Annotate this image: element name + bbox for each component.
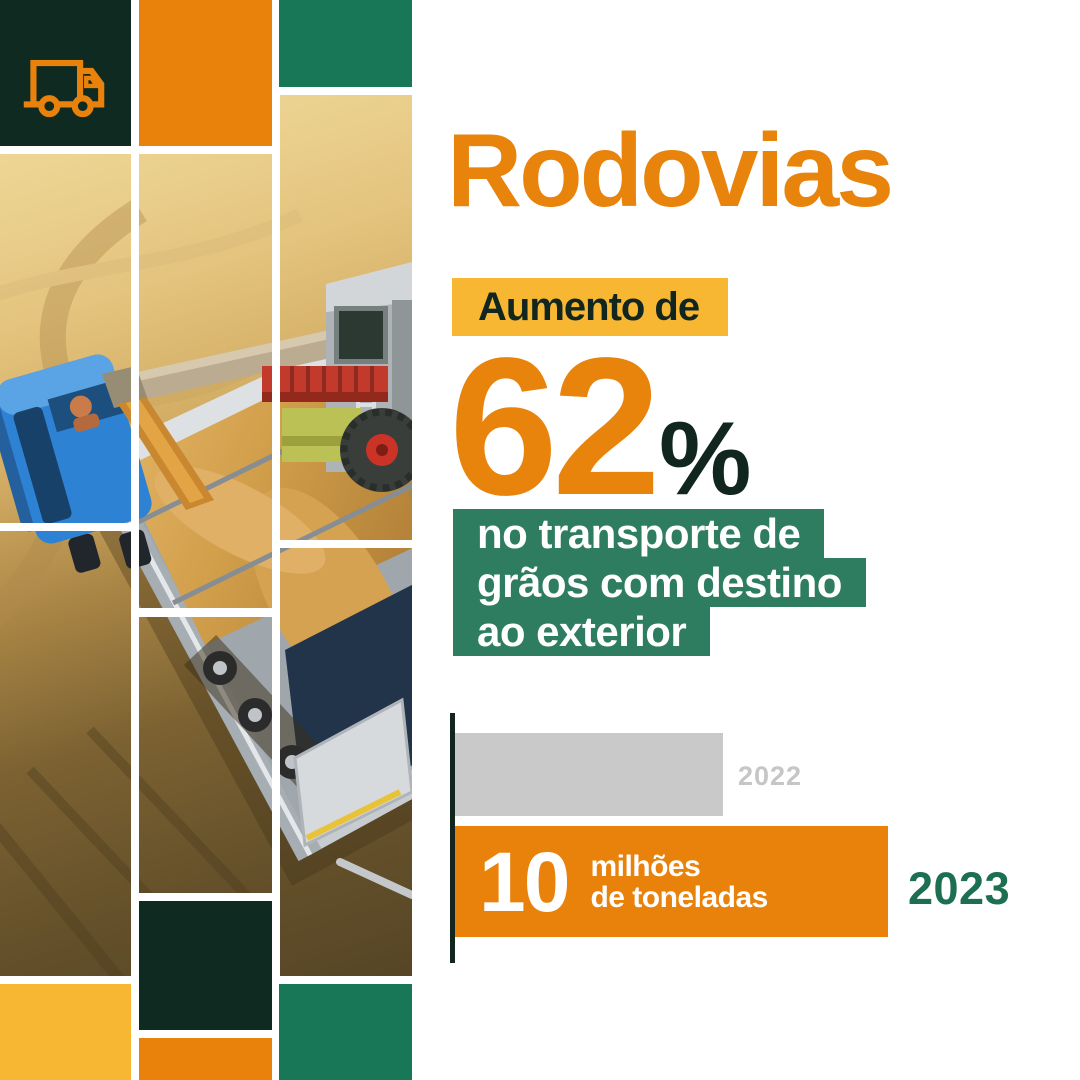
- bar-value-unit-line2: de toneladas: [590, 880, 768, 914]
- truck-icon-tile: [0, 0, 131, 146]
- color-tile: [279, 984, 412, 1080]
- gutter: [279, 87, 412, 95]
- color-tile: [139, 901, 272, 1030]
- stat-62-percent: 62 %: [449, 329, 752, 525]
- gutter: [279, 540, 412, 548]
- aerial-field-photo: [0, 0, 412, 1080]
- combine-harvester: [262, 262, 412, 492]
- description-line: grãos com destino: [453, 558, 866, 607]
- bar-value-number: 10: [479, 834, 570, 929]
- color-tile: [0, 984, 131, 1080]
- bar-label-2023: 2023: [908, 863, 1011, 914]
- gutter: [139, 608, 272, 617]
- grain-stream: [118, 397, 214, 510]
- description-line: no transporte de: [453, 509, 825, 558]
- gutter: [139, 893, 272, 901]
- stat-unit: %: [659, 401, 752, 517]
- description-line: ao exterior: [453, 607, 711, 656]
- gutter: [0, 976, 131, 984]
- photo-mosaic: [0, 0, 412, 1080]
- bar-value-unit: milhões de toneladas: [590, 849, 768, 914]
- bar-value-unit-line1: milhões: [590, 849, 701, 883]
- gutter: [0, 146, 131, 154]
- color-tile: [279, 0, 412, 87]
- gutter: [139, 1030, 272, 1038]
- bar-2023: 10 milhões de toneladas: [455, 826, 888, 937]
- color-tile: [139, 0, 272, 146]
- gutter: [272, 0, 280, 1080]
- chart-axis: [450, 713, 455, 963]
- gutter: [0, 523, 131, 531]
- gutter: [279, 976, 412, 984]
- page-title: Rodovias: [447, 113, 894, 229]
- bar-label-2022: 2022: [738, 761, 803, 791]
- gutter: [131, 0, 139, 1080]
- bar-2022: [455, 733, 723, 816]
- color-tile: [139, 1038, 272, 1080]
- stat-value: 62: [449, 317, 661, 536]
- increase-badge-label: Aumento de: [478, 284, 700, 329]
- stat-description: no transporte de grãos com destino ao ex…: [453, 509, 866, 656]
- truck-icon: [23, 59, 105, 118]
- increase-badge: Aumento de: [452, 278, 728, 336]
- gutter: [139, 146, 272, 154]
